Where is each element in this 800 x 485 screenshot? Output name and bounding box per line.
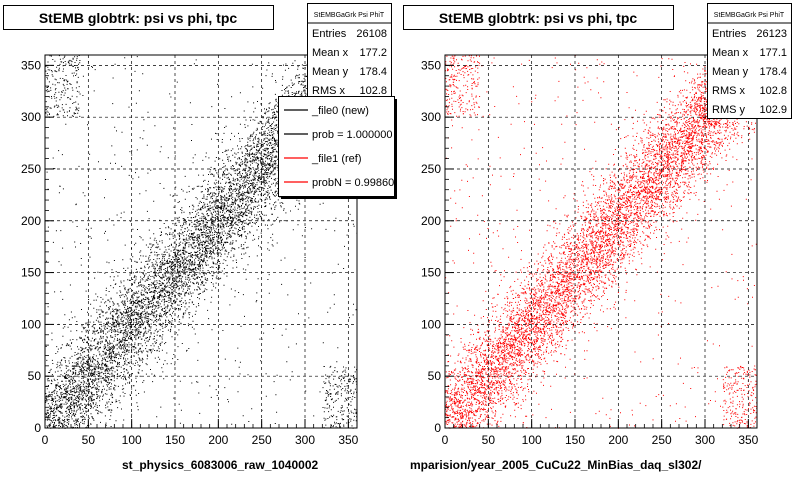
- x-tick-label: 50: [82, 433, 96, 447]
- stats-label: RMS x: [712, 85, 746, 97]
- stats-name: StEMBGaGrk Psi PhiT: [714, 12, 785, 19]
- y-tick-label: 0: [434, 421, 441, 435]
- scatter-points: [45, 55, 358, 429]
- stats-label: RMS y: [712, 104, 746, 116]
- legend-label: _file1 (ref): [311, 153, 362, 165]
- y-tick-label: 200: [21, 214, 41, 228]
- y-tick-label: 100: [421, 317, 441, 331]
- x-tick-label: 150: [565, 433, 585, 447]
- stats-label: Mean x: [312, 47, 349, 59]
- y-tick-label: 150: [421, 266, 441, 280]
- chart-title: StEMB globtrk: psi vs phi, tpc: [39, 10, 238, 26]
- y-tick-label: 50: [28, 369, 42, 383]
- left-footer-label: st_physics_6083006_raw_1040002: [122, 458, 319, 472]
- y-tick-label: 50: [428, 369, 442, 383]
- x-tick-label: 0: [42, 433, 49, 447]
- x-tick-label: 350: [738, 433, 758, 447]
- x-tick-label: 300: [295, 433, 315, 447]
- right-histogram-panel: 0 50 100 150 200 250 300 350 0 50 100 150 200 250 300 3…: [400, 0, 800, 480]
- x-tick-label: 100: [122, 433, 142, 447]
- stats-value: 26108: [356, 28, 387, 40]
- stats-value: 102.9: [759, 104, 787, 116]
- stats-label: Mean y: [312, 66, 349, 78]
- stats-box: StEMBGaGrk Psi PhiT Entries 26108 Mean x 177…: [307, 3, 392, 100]
- x-tick-label: 250: [252, 433, 272, 447]
- left-scatter-plot: 0 50 100 150 200 250 300 350 0 50 100 150 200 250 300 3…: [3, 3, 397, 447]
- x-tick-label: 300: [695, 433, 715, 447]
- y-tick-label: 250: [421, 162, 441, 176]
- y-tick-label: 300: [21, 110, 41, 124]
- y-tick-label: 300: [421, 110, 441, 124]
- right-scatter-plot: 0 50 100 150 200 250 300 350 0 50 100 150 200 250 300 3…: [403, 3, 792, 447]
- legend-label: _file0 (new): [311, 105, 369, 117]
- legend-label: prob = 1.000000: [312, 129, 392, 141]
- stats-label: RMS x: [312, 85, 346, 97]
- stats-name: StEMBGaGrk Psi PhiT: [314, 12, 385, 19]
- stats-box: StEMBGaGrk Psi PhiT Entries 26123 Mean x 177…: [707, 3, 792, 119]
- stats-label: Entries: [312, 28, 347, 40]
- x-tick-label: 350: [338, 433, 358, 447]
- stats-value: 177.2: [359, 47, 387, 59]
- y-tick-label: 350: [421, 58, 441, 72]
- right-footer-label: mparision/year_2005_CuCu22_MinBias_daq_s…: [410, 458, 702, 472]
- stats-value: 178.4: [759, 66, 787, 78]
- stats-label: Mean y: [712, 66, 749, 78]
- x-tick-label: 200: [208, 433, 228, 447]
- x-tick-label: 100: [522, 433, 542, 447]
- stats-label: Entries: [712, 28, 747, 40]
- chart-title: StEMB globtrk: psi vs phi, tpc: [439, 10, 638, 26]
- y-tick-label: 250: [21, 162, 41, 176]
- stats-label: Mean x: [712, 47, 749, 59]
- y-tick-label: 0: [34, 421, 41, 435]
- x-tick-label: 50: [482, 433, 496, 447]
- legend-frame: [278, 96, 395, 197]
- stats-value: 102.8: [359, 85, 387, 97]
- left-histogram-panel: 0 50 100 150 200 250 300 350 0 50 100 150 200 250 300 3…: [0, 0, 400, 480]
- x-tick-label: 250: [652, 433, 672, 447]
- stats-value: 178.4: [359, 66, 387, 78]
- stats-value: 102.8: [759, 85, 787, 97]
- y-tick-label: 200: [421, 214, 441, 228]
- legend-label: probN = 0.99860: [312, 177, 394, 189]
- x-tick-label: 150: [165, 433, 185, 447]
- y-tick-label: 150: [21, 266, 41, 280]
- stats-value: 26123: [756, 28, 787, 40]
- y-tick-label: 100: [21, 317, 41, 331]
- legend-box: _file0 (new) prob = 1.000000 _file1 (ref) p…: [278, 96, 397, 199]
- chart-title-box: StEMB globtrk: psi vs phi, tpc: [3, 5, 274, 30]
- scatter-points: [445, 55, 758, 429]
- y-tick-label: 350: [21, 58, 41, 72]
- stats-value: 177.1: [759, 47, 787, 59]
- chart-title-box: StEMB globtrk: psi vs phi, tpc: [403, 5, 674, 30]
- x-tick-label: 200: [608, 433, 628, 447]
- x-tick-label: 0: [442, 433, 449, 447]
